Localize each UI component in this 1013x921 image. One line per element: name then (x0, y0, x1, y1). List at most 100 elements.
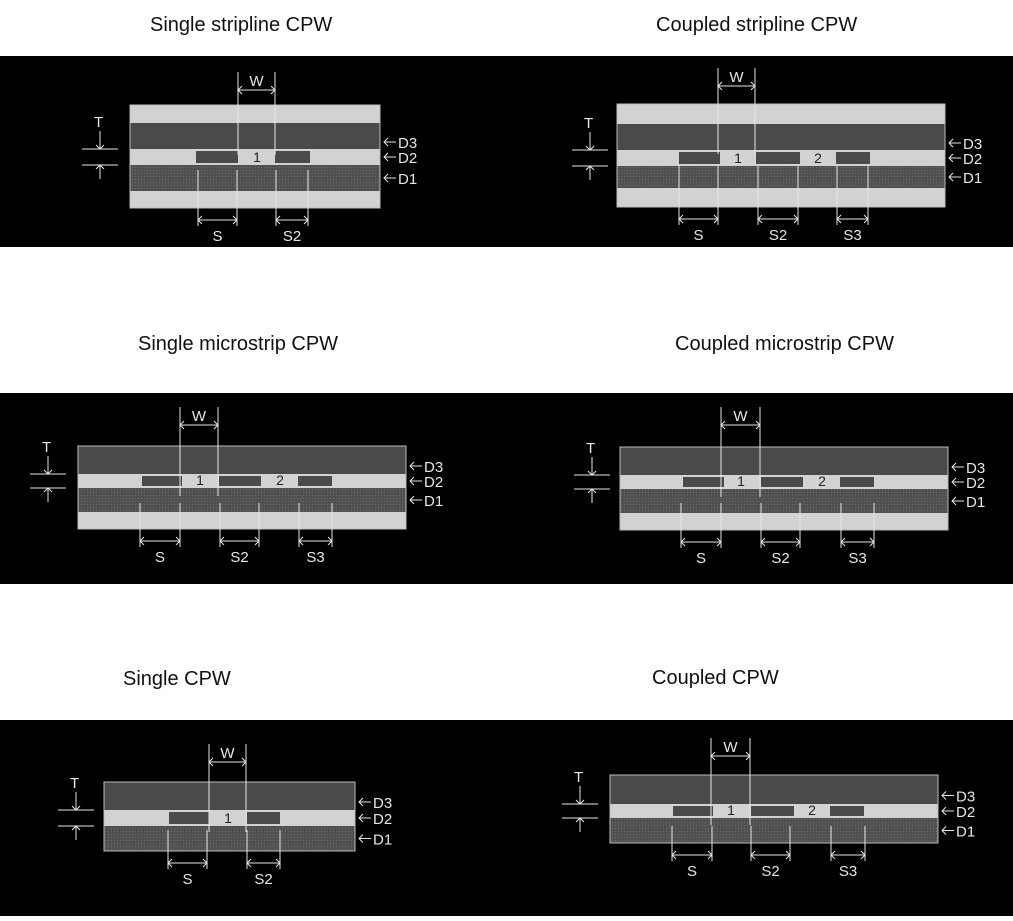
coupled-cpw-outline (609, 774, 939, 844)
coupled-microstrip-gap-2-arrow-right (869, 537, 875, 547)
single-stripline-d2-label: D2 (398, 150, 417, 167)
coupled-cpw-t-down-arrow (575, 799, 585, 805)
coupled-microstrip-layer-0 (620, 447, 948, 475)
single-stripline-d1-label: D1 (398, 171, 417, 188)
single-stripline-gap-1-label: S2 (283, 228, 301, 245)
single-microstrip-d3-arrow (409, 461, 415, 471)
single-microstrip-conductor-2 (298, 476, 332, 486)
single-microstrip-strip-label-1: 2 (276, 472, 284, 488)
coupled-cpw-w-label: W (723, 739, 738, 756)
single-microstrip-gap-0-arrow-left (139, 536, 145, 546)
single-stripline-gap-0-arrow-left (197, 215, 203, 225)
coupled-microstrip-strip-label-1: 2 (818, 473, 826, 489)
coupled-stripline-gap-0-arrow-right (713, 214, 719, 224)
single-cpw-gap-0-arrow-right (202, 858, 208, 868)
single-stripline-layer-3 (130, 165, 380, 191)
single-microstrip-gap-2-arrow-left (298, 536, 304, 546)
coupled-cpw-t-label: T (574, 769, 583, 786)
coupled-cpw-layer-0 (610, 775, 938, 804)
coupled-cpw-d1-arrow (941, 826, 947, 835)
coupled-stripline-w-arrow-left (717, 81, 723, 91)
single-cpw-t-up-arrow (71, 825, 81, 831)
coupled-stripline-d2-label: D2 (963, 151, 982, 168)
coupled-stripline-layer-0 (617, 104, 945, 124)
single-cpw-w-arrow-right (241, 757, 247, 767)
coupled-cpw-gap-0-label: S (687, 863, 697, 880)
coupled-microstrip-d1-arrow (951, 496, 957, 506)
panel-title-single-stripline: Single stripline CPW (150, 14, 333, 36)
single-microstrip-layer-3 (78, 512, 406, 529)
single-cpw-layer-2 (104, 826, 355, 851)
coupled-cpw-gap-0-arrow-right (707, 850, 713, 860)
coupled-stripline-strip-label-0: 1 (734, 150, 742, 166)
coupled-cpw-gap-1-arrow-left (750, 850, 756, 860)
coupled-cpw-d1-label: D1 (956, 824, 975, 841)
single-stripline-gap-0-label: S (212, 228, 222, 245)
single-microstrip-w-arrow-right (213, 420, 219, 430)
coupled-microstrip-d3-label: D3 (966, 460, 985, 477)
coupled-microstrip-gap-1-arrow-right (795, 537, 801, 547)
single-cpw-w-arrow-left (208, 757, 214, 767)
single-stripline-gap-0-arrow-right (232, 215, 238, 225)
coupled-stripline-gap-2-label: S3 (843, 227, 861, 244)
coupled-cpw-conductor-1 (751, 806, 794, 816)
single-cpw-d3-label: D3 (373, 795, 392, 812)
coupled-microstrip-gap-0-arrow-left (680, 537, 686, 547)
single-microstrip-w-label: W (192, 408, 207, 425)
coupled-microstrip-gap-0-label: S (696, 550, 706, 567)
coupled-stripline-layer-4 (617, 188, 945, 207)
coupled-stripline-t-label: T (584, 115, 593, 132)
single-cpw-t-label: T (70, 775, 79, 792)
coupled-microstrip-t-down-arrow (587, 470, 597, 476)
panel-title-single-microstrip: Single microstrip CPW (138, 333, 339, 355)
single-stripline-t-up-arrow (95, 164, 105, 170)
coupled-microstrip-gap-2-arrow-left (840, 537, 846, 547)
single-stripline-layer-0 (130, 105, 380, 123)
single-stripline-t-down-arrow (95, 144, 105, 150)
coupled-stripline-gap-2-arrow-right (863, 214, 869, 224)
single-microstrip-t-up-arrow (43, 487, 53, 493)
single-microstrip-t-label: T (42, 439, 51, 456)
coupled-microstrip-gap-0-arrow-right (716, 537, 722, 547)
coupled-stripline-t-down-arrow (585, 145, 595, 151)
coupled-microstrip-w-arrow-right (755, 420, 761, 430)
diagram-panel-microstrip: 1 2 D3 D2 D1 W S S2 S3 T 1 2 D3 D2 D1 W S S2 S3 T (0, 393, 1013, 584)
coupled-cpw-gap-2-arrow-right (860, 850, 866, 860)
single-stripline-t-label: T (94, 114, 103, 131)
single-cpw-d2-arrow (358, 813, 364, 823)
coupled-cpw-d3-label: D3 (956, 789, 975, 806)
single-microstrip-layer-0 (78, 446, 406, 474)
panel-title-coupled-microstrip: Coupled microstrip CPW (675, 333, 894, 355)
single-cpw-d1-arrow (358, 834, 364, 843)
single-stripline-d3-label: D3 (398, 135, 417, 152)
coupled-microstrip-conductor-2 (840, 477, 874, 487)
coupled-microstrip-d2-label: D2 (966, 475, 985, 492)
single-microstrip-d2-label: D2 (424, 474, 443, 491)
coupled-cpw-conductor-0 (673, 806, 713, 816)
single-microstrip-d1-label: D1 (424, 493, 443, 510)
single-stripline-layer-4 (130, 191, 380, 208)
single-stripline-conductor-1 (275, 151, 310, 163)
coupled-cpw-d3-arrow (941, 791, 947, 800)
single-stripline-w-label: W (249, 73, 264, 90)
single-stripline-layer-1 (130, 123, 380, 149)
coupled-stripline-w-label: W (729, 69, 744, 86)
single-microstrip-gap-1-arrow-left (219, 536, 225, 546)
coupled-cpw-gap-1-arrow-right (785, 850, 791, 860)
coupled-stripline-d3-label: D3 (963, 136, 982, 153)
diagram-panel-cpw: 1 D3 D2 D1 W S S2 T 1 2 D3 D2 D1 W S S2 S3 T (0, 720, 1013, 916)
coupled-microstrip-d3-arrow (951, 462, 957, 472)
coupled-microstrip-gap-1-arrow-left (760, 537, 766, 547)
single-stripline-d1-arrow (383, 173, 389, 183)
single-cpw-layer-1 (104, 810, 355, 826)
single-stripline-gap-1-arrow-left (275, 215, 281, 225)
single-cpw-w-label: W (220, 745, 235, 762)
single-microstrip-layer-2 (78, 488, 406, 512)
single-microstrip-conductor-0 (142, 476, 182, 486)
coupled-cpw-strip-label-1: 2 (808, 802, 816, 818)
single-microstrip-gap-2-label: S3 (306, 549, 324, 566)
single-cpw-conductor-0 (169, 812, 209, 824)
single-cpw-gap-0-arrow-left (167, 858, 173, 868)
